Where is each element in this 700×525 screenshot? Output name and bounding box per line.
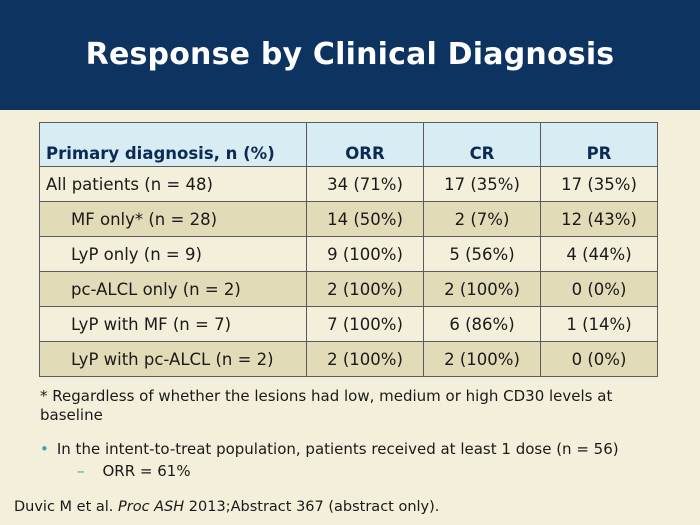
citation-details: 2013;Abstract 367 (abstract only). [184, 499, 440, 515]
cr-cell: 2 (100%) [423, 271, 541, 307]
pr-cell: 17 (35%) [540, 166, 658, 202]
table-row: LyP with MF (n = 7) 7 (100%) 6 (86%) 1 (… [39, 306, 658, 342]
row-label: LyP with MF (n = 7) [39, 306, 307, 342]
bullet-item: • In the intent-to-treat population, pati… [40, 440, 619, 458]
cr-cell: 5 (56%) [423, 236, 541, 272]
pr-cell: 0 (0%) [540, 271, 658, 307]
table-row: LyP only (n = 9) 9 (100%) 5 (56%) 4 (44%… [39, 236, 658, 272]
table-row: All patients (n = 48) 34 (71%) 17 (35%) … [39, 166, 658, 202]
header-cr: CR [423, 122, 541, 167]
row-label: MF only* (n = 28) [39, 201, 307, 237]
orr-cell: 2 (100%) [306, 341, 424, 377]
header-pr: PR [540, 122, 658, 167]
slide-title: Response by Clinical Diagnosis [85, 37, 615, 72]
orr-cell: 14 (50%) [306, 201, 424, 237]
cr-cell: 2 (100%) [423, 341, 541, 377]
pr-cell: 0 (0%) [540, 341, 658, 377]
row-label: All patients (n = 48) [39, 166, 307, 202]
table-header-row: Primary diagnosis, n (%) ORR CR PR [39, 122, 658, 167]
row-label: LyP with pc-ALCL (n = 2) [39, 341, 307, 377]
orr-cell: 34 (71%) [306, 166, 424, 202]
orr-cell: 2 (100%) [306, 271, 424, 307]
pr-cell: 12 (43%) [540, 201, 658, 237]
table-row: MF only* (n = 28) 14 (50%) 2 (7%) 12 (43… [39, 201, 658, 237]
pr-cell: 4 (44%) [540, 236, 658, 272]
row-label: LyP only (n = 9) [39, 236, 307, 272]
sub-bullet-item: – ORR = 61% [77, 462, 191, 480]
citation: Duvic M et al. Proc ASH 2013;Abstract 36… [14, 499, 439, 515]
row-label: pc-ALCL only (n = 2) [39, 271, 307, 307]
orr-cell: 7 (100%) [306, 306, 424, 342]
bullet-text: In the intent-to-treat population, patie… [56, 440, 619, 458]
citation-authors: Duvic M et al. [14, 499, 119, 515]
bullet-dot-icon: • [40, 440, 49, 458]
title-banner [0, 0, 700, 110]
header-orr: ORR [306, 122, 424, 167]
header-primary-diagnosis: Primary diagnosis, n (%) [39, 122, 307, 167]
citation-journal: Proc ASH [118, 499, 185, 515]
diagnosis-response-table: Primary diagnosis, n (%) ORR CR PR All p… [39, 122, 658, 377]
cr-cell: 6 (86%) [423, 306, 541, 342]
pr-cell: 1 (14%) [540, 306, 658, 342]
orr-cell: 9 (100%) [306, 236, 424, 272]
table-row: pc-ALCL only (n = 2) 2 (100%) 2 (100%) 0… [39, 271, 658, 307]
sub-bullet-text: ORR = 61% [102, 462, 191, 480]
table-footnote: * Regardless of whether the lesions had … [40, 387, 613, 424]
table-row: LyP with pc-ALCL (n = 2) 2 (100%) 2 (100… [39, 341, 658, 377]
cr-cell: 2 (7%) [423, 201, 541, 237]
cr-cell: 17 (35%) [423, 166, 541, 202]
dash-bullet-icon: – [77, 462, 85, 480]
